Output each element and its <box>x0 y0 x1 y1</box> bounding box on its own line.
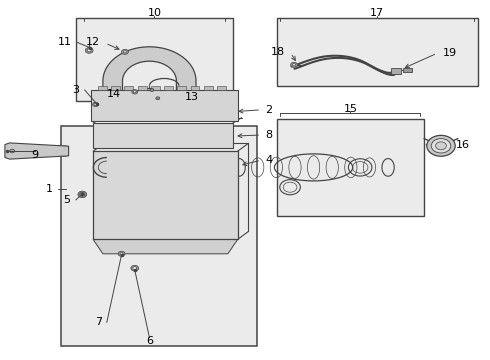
Text: 16: 16 <box>456 140 470 150</box>
Circle shape <box>10 149 15 153</box>
Circle shape <box>156 97 160 100</box>
Text: 11: 11 <box>58 37 72 47</box>
Text: 17: 17 <box>370 8 384 18</box>
Circle shape <box>78 191 87 198</box>
Circle shape <box>118 251 125 256</box>
Bar <box>93 151 238 239</box>
Bar <box>403 68 412 72</box>
Circle shape <box>131 265 139 271</box>
Text: 15: 15 <box>343 104 357 114</box>
Text: 5: 5 <box>64 195 71 205</box>
Bar <box>138 86 147 90</box>
Text: 2: 2 <box>266 105 273 115</box>
Bar <box>91 90 238 121</box>
Text: 14: 14 <box>107 89 121 99</box>
Circle shape <box>87 49 91 52</box>
Polygon shape <box>5 143 69 159</box>
Polygon shape <box>103 47 196 103</box>
Text: 7: 7 <box>95 317 102 327</box>
Bar <box>177 86 186 90</box>
Circle shape <box>123 51 126 53</box>
Circle shape <box>133 267 137 270</box>
Circle shape <box>120 253 123 255</box>
Bar <box>277 119 424 216</box>
Bar <box>277 18 478 86</box>
Bar <box>98 103 118 107</box>
Polygon shape <box>93 239 238 254</box>
Bar <box>61 126 257 346</box>
Bar <box>217 86 226 90</box>
Circle shape <box>93 102 98 107</box>
Text: 18: 18 <box>271 47 285 57</box>
Circle shape <box>81 194 83 195</box>
Circle shape <box>80 193 85 196</box>
Bar <box>93 123 233 148</box>
Bar <box>111 86 120 90</box>
Circle shape <box>291 62 297 67</box>
Bar <box>181 103 201 107</box>
Circle shape <box>122 49 128 54</box>
Polygon shape <box>145 88 162 101</box>
Ellipse shape <box>431 139 451 153</box>
Bar <box>391 68 401 74</box>
Ellipse shape <box>436 142 446 150</box>
Circle shape <box>293 64 295 66</box>
Circle shape <box>85 48 93 53</box>
Bar <box>76 18 233 101</box>
Bar <box>124 86 133 90</box>
Text: 8: 8 <box>266 130 273 140</box>
Circle shape <box>132 90 138 94</box>
Text: 12: 12 <box>86 37 100 48</box>
Text: 13: 13 <box>185 92 199 102</box>
Text: 9: 9 <box>32 150 39 160</box>
Text: 10: 10 <box>147 8 161 18</box>
Text: 19: 19 <box>442 48 457 58</box>
Ellipse shape <box>427 135 455 156</box>
Bar <box>69 148 74 154</box>
Text: 3: 3 <box>73 85 79 95</box>
Text: 6: 6 <box>146 336 153 346</box>
Bar <box>151 86 160 90</box>
Circle shape <box>133 91 136 93</box>
Circle shape <box>94 103 97 105</box>
Bar <box>191 86 199 90</box>
Bar <box>164 86 173 90</box>
Circle shape <box>150 89 154 91</box>
Text: 4: 4 <box>266 155 273 165</box>
Bar <box>204 86 213 90</box>
Text: 1: 1 <box>46 184 52 194</box>
Bar <box>98 86 107 90</box>
